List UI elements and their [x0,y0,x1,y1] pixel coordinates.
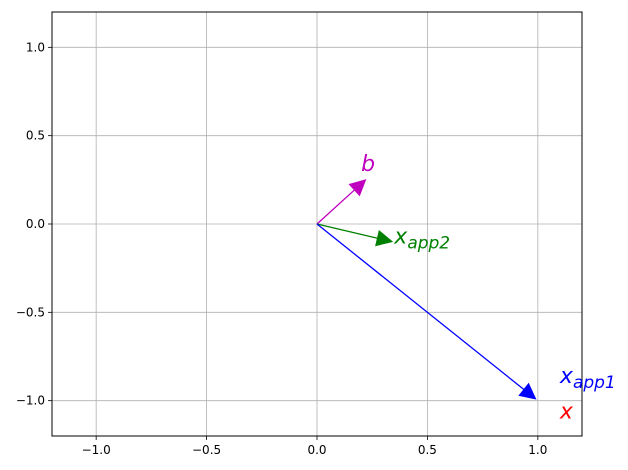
vector-label-x: x [559,399,574,424]
y-tick-label: 0.0 [26,217,45,231]
vector-b [316,179,367,225]
vector-arrowhead [348,179,367,197]
vector-arrowhead [518,382,537,400]
y-tick-label: −1.0 [16,394,45,408]
x-tick-label: −0.5 [192,443,221,457]
x-tick-label: 0.0 [307,443,326,457]
label-base: x [559,364,574,389]
label-subscript: app2 [407,233,450,253]
vector-x_app1 [316,223,537,400]
vector-x_app2 [316,223,394,247]
vector-shaft [316,223,378,239]
label-subscript: app1 [573,373,616,393]
grid [52,12,582,436]
y-tick-label: 0.5 [26,129,45,143]
y-tick-label: 1.0 [26,40,45,54]
y-tick-label: −0.5 [16,305,45,319]
vector-label-b: b [361,152,375,177]
x-tick-label: −1.0 [82,443,111,457]
label-base: x [559,399,574,424]
vectors [316,179,537,400]
label-base: b [361,152,375,177]
vector-shaft [316,223,525,391]
vector-shaft [316,189,355,225]
vector-arrowhead [375,230,394,247]
label-base: x [393,224,408,249]
vector-label-x_app2: xapp2 [393,224,450,253]
x-tick-label: 0.5 [418,443,437,457]
x-tick-label: 1.0 [528,443,547,457]
axis-ticks: −1.0 −0.5 0.0 0.5 1.0 1.0 0.5 0.0 −0.5 −1.0 [16,40,548,457]
vector-label-x_app1: xapp1 [559,364,616,393]
